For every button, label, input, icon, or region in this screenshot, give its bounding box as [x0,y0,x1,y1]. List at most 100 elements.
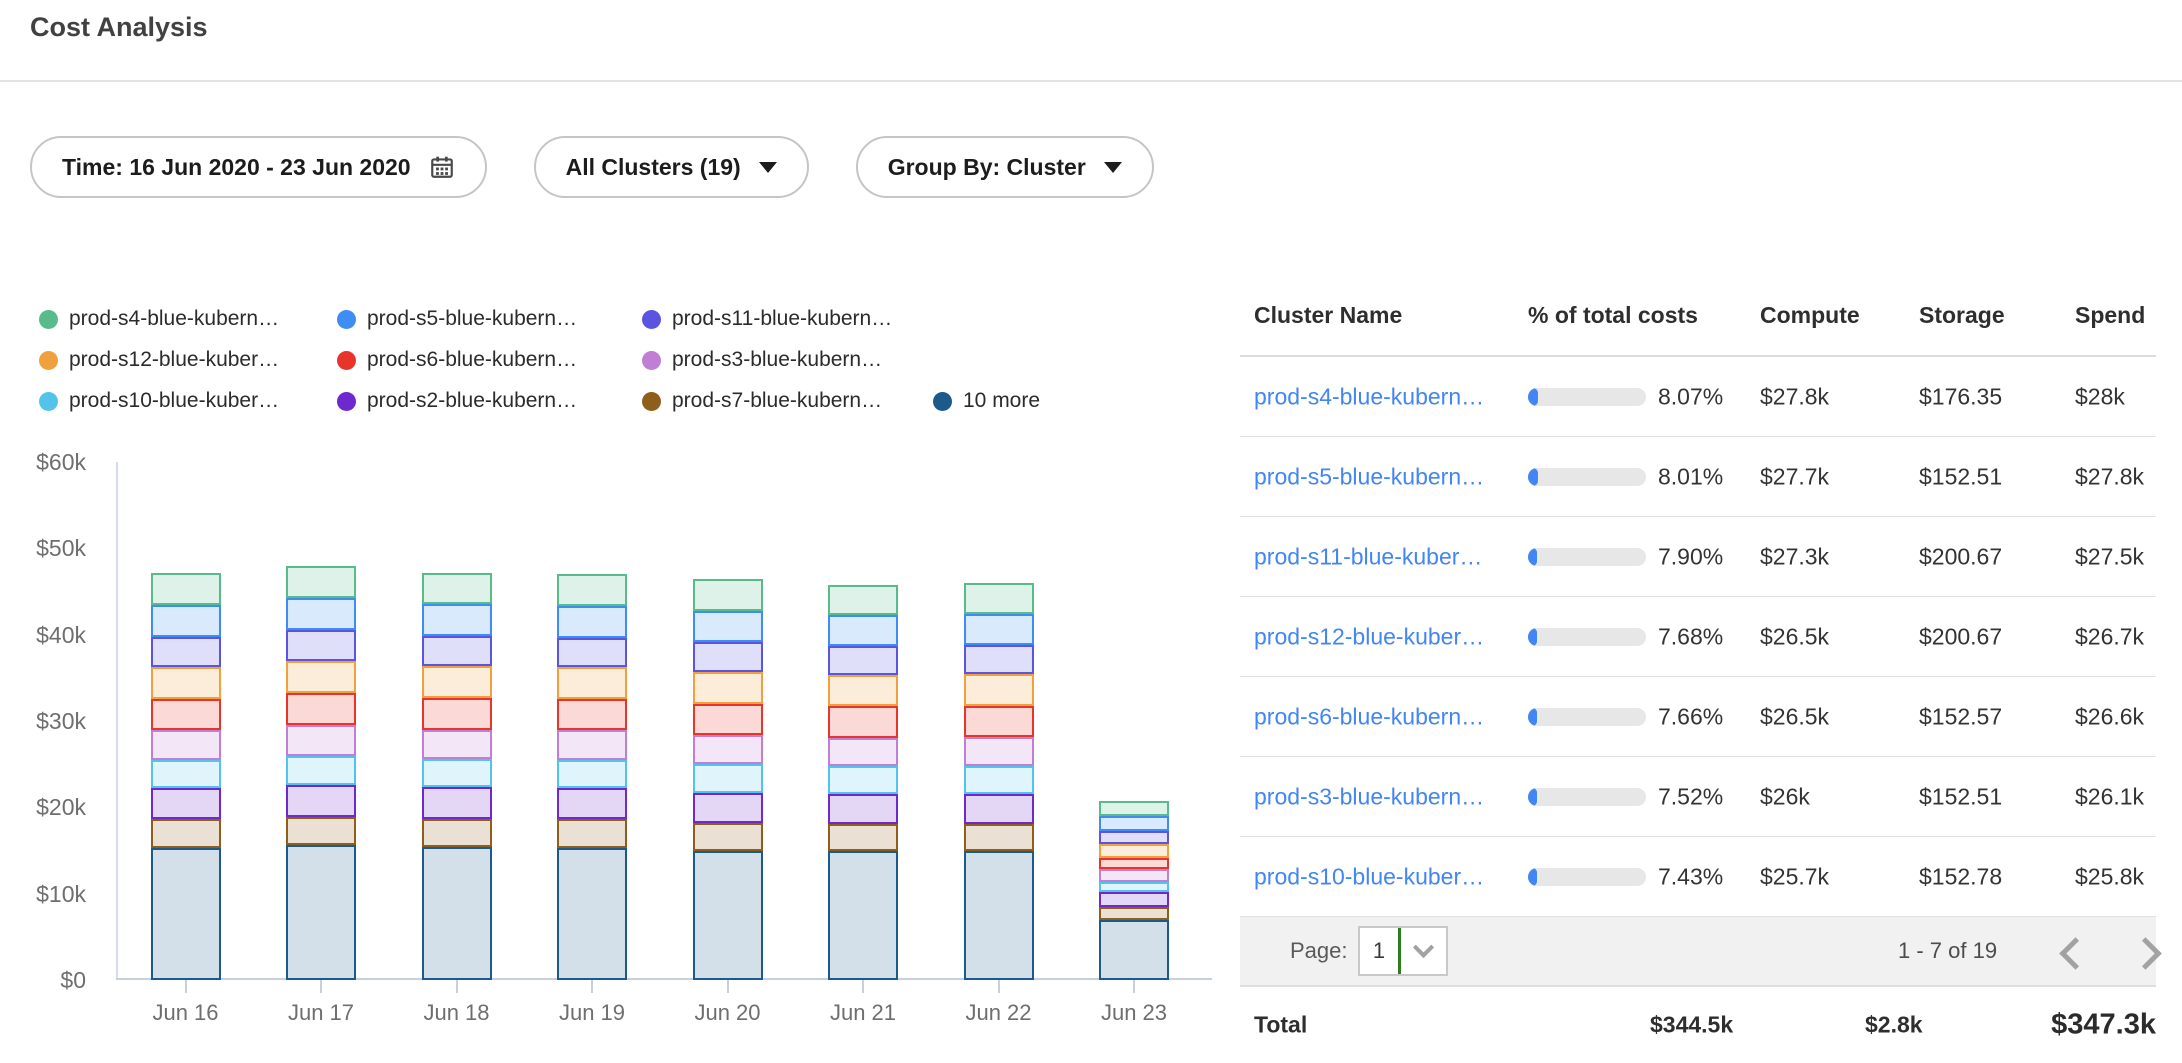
bar-segment[interactable] [150,819,221,848]
stacked-bar-jun-22[interactable] [963,582,1034,980]
cluster-name-link[interactable]: prod-s10-blue-kuber… [1254,863,1485,889]
bar-segment[interactable] [421,818,492,847]
bar-segment[interactable] [828,823,898,852]
bar-segment[interactable] [1099,830,1169,844]
bar-segment[interactable] [421,787,492,819]
bar-segment[interactable] [421,604,492,637]
bar-segment[interactable] [421,729,492,759]
bar-segment[interactable] [692,579,763,611]
legend-item-cluster[interactable]: prod-s6-blue-kubern… [337,347,577,373]
bar-segment[interactable] [557,667,627,700]
next-page-button[interactable] [2128,931,2168,971]
stacked-bar-jun-21[interactable] [828,584,898,980]
clusters-filter-dropdown[interactable]: All Clusters (19) [533,136,809,198]
cluster-name-link[interactable]: prod-s6-blue-kubern… [1254,703,1485,729]
bar-segment[interactable] [692,703,763,735]
bar-segment[interactable] [557,819,627,848]
legend-item-cluster[interactable]: prod-s5-blue-kubern… [337,306,577,332]
bar-segment[interactable] [286,845,356,980]
bar-segment[interactable] [286,597,356,631]
bar-segment[interactable] [150,605,221,638]
legend-item-cluster[interactable]: prod-s3-blue-kubern… [642,347,882,373]
page-select[interactable]: 1 [1358,926,1448,976]
bar-segment[interactable] [1099,881,1169,893]
bar-segment[interactable] [692,792,763,823]
bar-segment[interactable] [286,693,356,726]
bar-segment[interactable] [1099,919,1169,980]
bar-segment[interactable] [421,636,492,666]
bar-segment[interactable] [150,847,221,980]
bar-segment[interactable] [286,725,356,756]
legend-item-cluster[interactable]: prod-s10-blue-kuber… [39,388,279,414]
bar-segment[interactable] [286,565,356,598]
stacked-bar-jun-23[interactable] [1099,800,1169,980]
bar-segment[interactable] [1099,868,1169,882]
bar-segment[interactable] [963,645,1034,675]
bar-segment[interactable] [963,705,1034,737]
bar-segment[interactable] [557,638,627,668]
bar-segment[interactable] [421,697,492,730]
legend-item-cluster[interactable]: prod-s11-blue-kubern… [642,306,892,332]
bar-segment[interactable] [828,851,898,980]
bar-segment[interactable] [963,851,1034,980]
bar-segment[interactable] [963,613,1034,646]
bar-segment[interactable] [692,610,763,643]
bar-segment[interactable] [692,642,763,672]
bar-segment[interactable] [150,759,221,789]
bar-segment[interactable] [828,675,898,707]
bar-segment[interactable] [150,698,221,731]
bar-segment[interactable] [1099,892,1169,907]
bar-segment[interactable] [828,614,898,646]
bar-segment[interactable] [1099,906,1169,920]
previous-page-button[interactable] [2052,931,2092,971]
cluster-name-link[interactable]: prod-s11-blue-kuber… [1254,543,1483,569]
bar-segment[interactable] [692,822,763,851]
bar-segment[interactable] [828,793,898,824]
legend-item-cluster[interactable]: prod-s2-blue-kubern… [337,388,577,414]
stacked-bar-jun-19[interactable] [557,574,627,980]
bar-segment[interactable] [692,734,763,765]
bar-segment[interactable] [557,699,627,731]
bar-segment[interactable] [421,665,492,698]
legend-item-cluster[interactable]: prod-s12-blue-kuber… [39,347,279,373]
bar-segment[interactable] [150,666,221,699]
bar-segment[interactable] [286,784,356,817]
bar-segment[interactable] [286,816,356,846]
bar-segment[interactable] [963,736,1034,767]
bar-segment[interactable] [828,584,898,615]
bar-segment[interactable] [150,730,221,760]
bar-segment[interactable] [1099,857,1169,869]
bar-segment[interactable] [557,574,627,607]
bar-segment[interactable] [286,755,356,785]
cluster-name-link[interactable]: prod-s5-blue-kubern… [1254,463,1485,489]
bar-segment[interactable] [1099,800,1169,817]
bar-segment[interactable] [963,793,1034,824]
stacked-bar-jun-16[interactable] [150,573,221,980]
bar-segment[interactable] [421,572,492,605]
bar-segment[interactable] [286,630,356,661]
time-range-filter-button[interactable]: Time: 16 Jun 2020 - 23 Jun 2020 [30,136,487,198]
stacked-bar-jun-18[interactable] [421,572,492,980]
bar-segment[interactable] [557,847,627,980]
bar-segment[interactable] [421,758,492,788]
bar-segment[interactable] [557,759,627,789]
legend-item-more[interactable]: 10 more [933,388,1040,414]
bar-segment[interactable] [1099,843,1169,858]
bar-segment[interactable] [150,637,221,667]
bar-segment[interactable] [557,730,627,760]
cluster-name-link[interactable]: prod-s12-blue-kuber… [1254,623,1485,649]
bar-segment[interactable] [692,850,763,980]
bar-segment[interactable] [150,573,221,606]
bar-segment[interactable] [828,766,898,794]
bar-segment[interactable] [150,788,221,820]
bar-segment[interactable] [963,766,1034,794]
bar-segment[interactable] [828,706,898,738]
bar-segment[interactable] [286,660,356,694]
bar-segment[interactable] [963,582,1034,614]
bar-segment[interactable] [421,847,492,980]
bar-segment[interactable] [963,674,1034,706]
bar-segment[interactable] [692,671,763,704]
bar-segment[interactable] [963,823,1034,852]
bar-segment[interactable] [557,606,627,639]
bar-segment[interactable] [557,788,627,820]
